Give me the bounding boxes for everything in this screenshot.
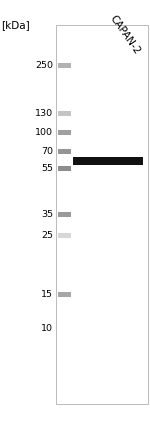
- Bar: [58, 63, 70, 68]
- Bar: [58, 112, 70, 116]
- Bar: [58, 149, 70, 154]
- Text: 100: 100: [35, 128, 53, 137]
- Text: 25: 25: [41, 231, 53, 240]
- Text: [kDa]: [kDa]: [2, 20, 30, 30]
- Text: 70: 70: [41, 147, 53, 156]
- Bar: [73, 157, 143, 165]
- Bar: [58, 292, 70, 297]
- Bar: [56, 25, 148, 404]
- Bar: [58, 166, 70, 171]
- Text: 55: 55: [41, 164, 53, 173]
- Text: 35: 35: [41, 210, 53, 219]
- Text: 250: 250: [35, 61, 53, 70]
- Bar: [58, 233, 70, 238]
- Text: 130: 130: [35, 109, 53, 118]
- Text: CAPAN-2: CAPAN-2: [108, 13, 142, 56]
- Bar: [58, 130, 70, 135]
- Text: 15: 15: [41, 290, 53, 299]
- Bar: [58, 212, 70, 217]
- Text: 10: 10: [41, 324, 53, 333]
